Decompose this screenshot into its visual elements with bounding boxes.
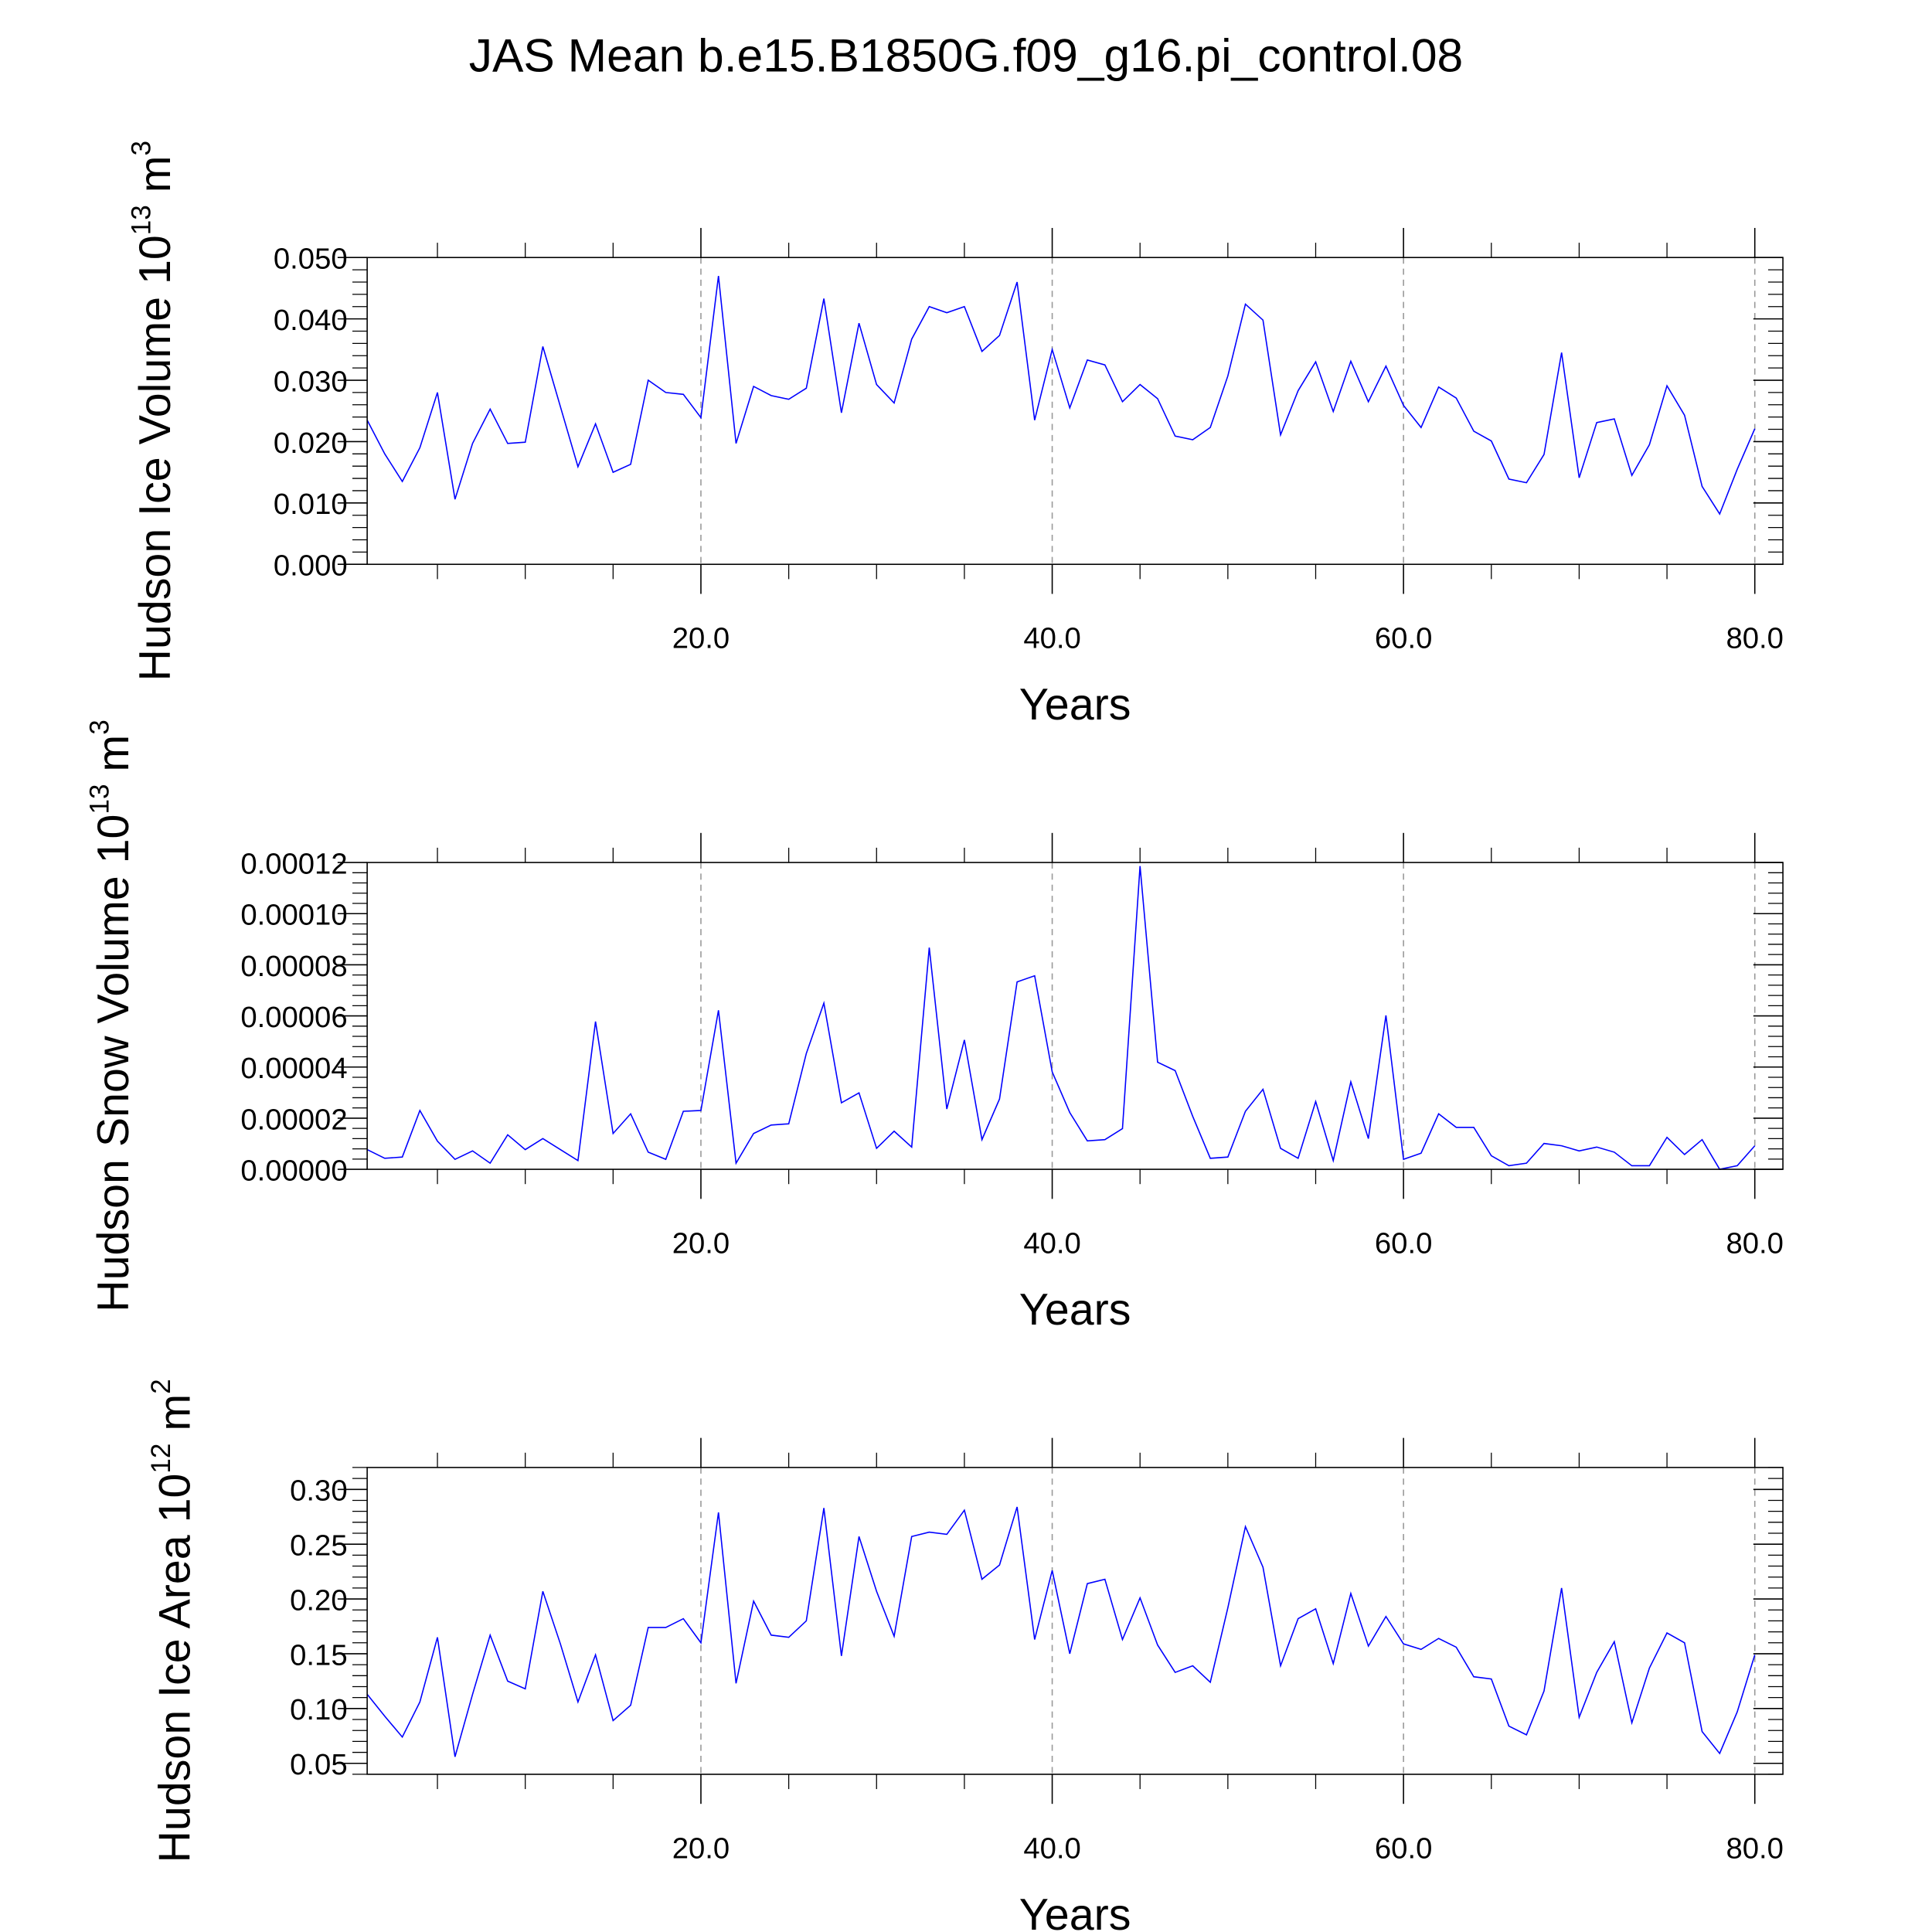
- y-tick-label: 0.20: [290, 1583, 347, 1617]
- x-tick-label: 80.0: [1726, 1226, 1783, 1260]
- y-axis-title-unit-power: 2: [146, 1379, 176, 1394]
- data-line: [366, 1506, 1756, 1757]
- y-tick-label: 0.040: [274, 304, 348, 337]
- y-tick-label: 0.00000: [240, 1154, 347, 1187]
- y-tick-label: 0.000: [274, 549, 348, 583]
- panel: 20.0 40.0 60.0 80.0 0.00000 0.00002 0.00004 0.0…: [84, 719, 1784, 1335]
- x-tick-label: 40.0: [1023, 1226, 1080, 1260]
- y-tick-label: 0.00004: [240, 1052, 347, 1085]
- y-axis-title-power: 13: [84, 784, 114, 815]
- x-axis-title: Years: [1019, 1285, 1131, 1335]
- y-axis-title-unit-power: 3: [127, 141, 157, 156]
- panel: 20.0 40.0 60.0 80.0 0.000 0.010 0.020 0.030 0.04…: [127, 141, 1784, 730]
- y-tick-label: 0.05: [290, 1748, 347, 1781]
- x-tick-label: 40.0: [1023, 622, 1080, 655]
- y-axis-title-unit-power: 3: [84, 719, 114, 735]
- y-axis-title-power: 12: [146, 1444, 176, 1474]
- x-tick-label: 20.0: [672, 1226, 730, 1260]
- y-axis-title-power: 13: [127, 205, 157, 235]
- y-tick-label: 0.00010: [240, 899, 347, 932]
- x-tick-label: 40.0: [1023, 1832, 1080, 1865]
- y-axis-title-text: Hudson Snow Volume 10: [89, 815, 138, 1312]
- y-axis-title-unit: m: [131, 155, 180, 192]
- y-tick-label: 0.00002: [240, 1103, 347, 1136]
- y-tick-label: 0.15: [290, 1638, 347, 1672]
- x-tick-label: 60.0: [1375, 1832, 1432, 1865]
- y-tick-label: 0.25: [290, 1529, 347, 1563]
- y-tick-label: 0.030: [274, 365, 348, 398]
- y-axis-title-text: Hudson Ice Area 10: [151, 1474, 200, 1863]
- y-tick-label: 0.00006: [240, 1001, 347, 1034]
- figure-title: JAS Mean b.e15.B1850G.f09_g16.pi_control…: [469, 29, 1464, 81]
- x-tick-label: 20.0: [672, 1832, 730, 1865]
- data-line: [366, 275, 1756, 515]
- y-axis-title-unit: m: [151, 1394, 200, 1431]
- y-tick-label: 0.010: [274, 488, 348, 521]
- x-axis-title: Years: [1019, 680, 1131, 730]
- x-tick-label: 80.0: [1726, 622, 1783, 655]
- x-tick-label: 80.0: [1726, 1832, 1783, 1865]
- y-tick-label: 0.050: [274, 243, 348, 276]
- y-tick-label: 0.00012: [240, 847, 347, 880]
- y-tick-label: 0.30: [290, 1475, 347, 1508]
- y-axis-title-unit: m: [89, 735, 138, 772]
- y-axis-title: Hudson Ice Area 1012 m2: [146, 1379, 200, 1862]
- data-line: [366, 866, 1756, 1170]
- y-axis-title: Hudson Ice Volume 1013 m3: [127, 141, 181, 682]
- y-tick-label: 0.020: [274, 427, 348, 460]
- y-tick-label: 0.10: [290, 1693, 347, 1726]
- x-tick-label: 20.0: [672, 622, 730, 655]
- y-axis-title: Hudson Snow Volume 1013 m3: [84, 719, 138, 1312]
- panel: 20.0 40.0 60.0 80.0 0.05 0.10 0.15 0.20 0.25 0.30…: [146, 1379, 1784, 1932]
- plot-frame: [366, 257, 1784, 566]
- x-axis-title: Years: [1019, 1890, 1131, 1932]
- y-tick-label: 0.00008: [240, 950, 347, 983]
- x-tick-label: 60.0: [1375, 1226, 1432, 1260]
- y-axis-title-text: Hudson Ice Volume 10: [131, 235, 180, 681]
- plot-frame: [366, 862, 1784, 1170]
- x-tick-label: 60.0: [1375, 622, 1432, 655]
- plot-frame: [366, 1467, 1784, 1775]
